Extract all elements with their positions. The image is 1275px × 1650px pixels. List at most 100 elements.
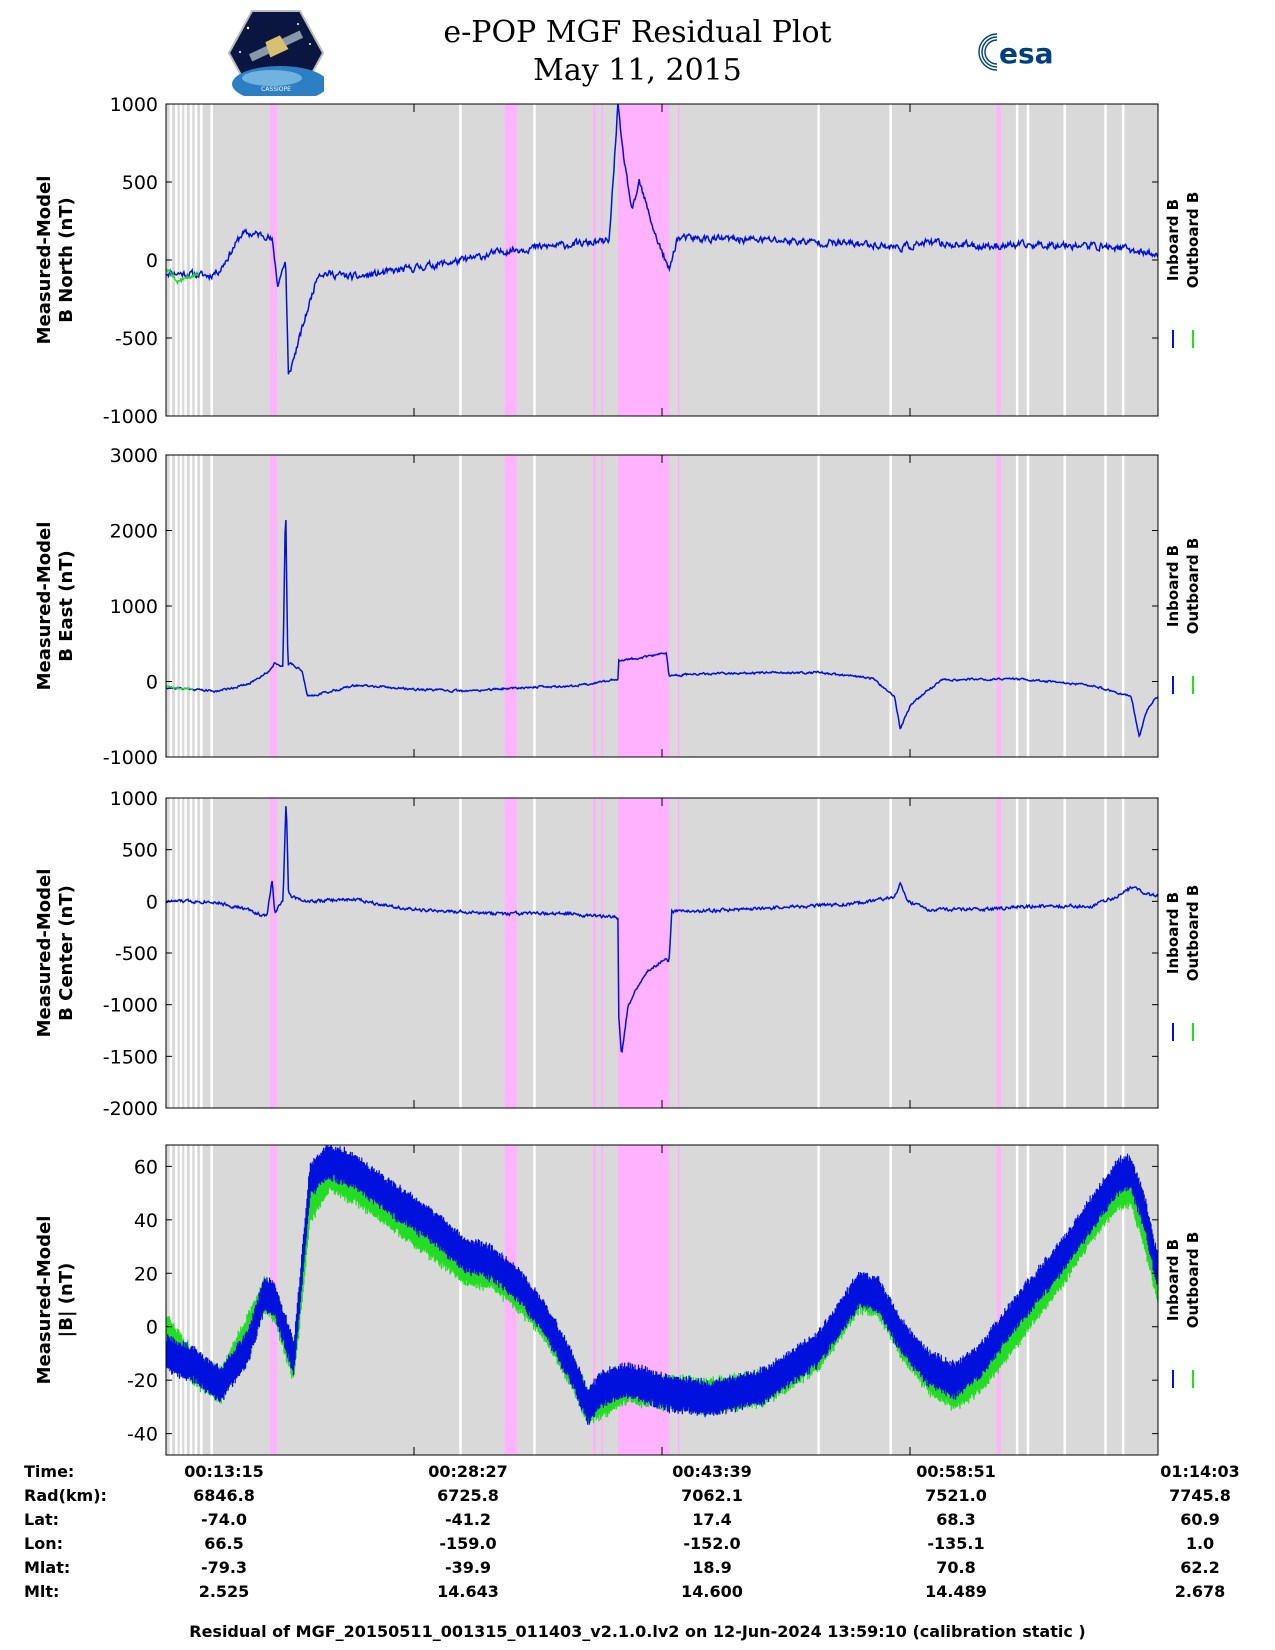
info-value: 7062.1 <box>681 1486 743 1505</box>
y-axis-label-line: Measured-Model <box>34 1216 55 1385</box>
legend-label-inboard: Inboard B <box>1164 892 1182 974</box>
info-value: 62.2 <box>1180 1558 1220 1577</box>
highlight-band <box>601 798 604 1108</box>
highlight-band <box>677 455 680 757</box>
y-tick-label: -1000 <box>103 406 158 428</box>
info-value: 2.678 <box>1174 1582 1226 1601</box>
y-axis-label: Measured-Model|B| (nT) <box>34 1216 77 1385</box>
plot-title: e-POP MGF Residual Plot <box>443 15 832 50</box>
y-tick-label: -500 <box>115 943 158 965</box>
legend-label-outboard: Outboard B <box>1184 538 1202 635</box>
info-value: -79.3 <box>200 1558 248 1577</box>
info-row-label: Mlat: <box>24 1558 71 1577</box>
panel-b-magnitude: -40 -20 0 20 40 60 Measured-Model|B| (nT) Inboa… <box>34 1144 1202 1456</box>
plot-title-block: e-POP MGF Residual Plot May 11, 2015 <box>0 14 1275 90</box>
info-row-label: Time: <box>24 1462 75 1481</box>
info-value: 14.643 <box>437 1582 499 1601</box>
info-row-label: Lon: <box>24 1534 63 1553</box>
y-tick-label: 3000 <box>110 445 158 467</box>
info-value: 60.9 <box>1180 1510 1220 1529</box>
legend-label-outboard: Outboard B <box>1184 192 1202 289</box>
info-row: Mlat: -79.3 -39.9 18.9 70.8 62.2 <box>0 1558 1275 1582</box>
y-axis-label: Measured-ModelB Center (nT) <box>34 869 77 1038</box>
series-inboard-b <box>166 104 1158 375</box>
plot-date: May 11, 2015 <box>533 53 742 88</box>
info-value: 68.3 <box>936 1510 976 1529</box>
series-group <box>166 104 1158 375</box>
y-tick-label: -1500 <box>103 1046 158 1068</box>
highlight-band <box>617 104 670 416</box>
y-tick-label: 500 <box>122 172 158 194</box>
highlight-band <box>996 455 1001 757</box>
info-value: 00:58:51 <box>916 1462 996 1481</box>
highlight-band <box>617 455 670 757</box>
info-value: -135.1 <box>927 1534 985 1553</box>
y-tick-label: 1000 <box>110 94 158 116</box>
info-value: 01:14:03 <box>1160 1462 1240 1481</box>
y-axis-label-line: Measured-Model <box>34 176 55 345</box>
y-axis-label: Measured-ModelB East (nT) <box>34 522 77 691</box>
y-axis-label: Measured-ModelB North (nT) <box>34 176 77 345</box>
highlight-band <box>677 1145 680 1455</box>
highlight-band <box>504 104 517 416</box>
legend-label-inboard: Inboard B <box>1164 1239 1182 1321</box>
y-tick-label: -1000 <box>103 995 158 1017</box>
y-tick-label: 0 <box>146 891 158 913</box>
highlight-band <box>677 104 680 416</box>
legend-label-outboard: Outboard B <box>1184 1232 1202 1329</box>
info-value: 00:13:15 <box>184 1462 264 1481</box>
series-outboard-b <box>166 268 200 286</box>
highlight-band <box>996 1145 1001 1455</box>
y-tick-label: -500 <box>115 328 158 350</box>
y-tick-label: 40 <box>134 1210 158 1232</box>
highlight-band <box>269 104 277 416</box>
series-inboard-b <box>166 1145 1158 1425</box>
y-axis-label-line: B East (nT) <box>56 550 77 662</box>
y-tick-label: 500 <box>122 840 158 862</box>
info-value: -159.0 <box>439 1534 497 1553</box>
series-group <box>166 519 1158 738</box>
info-value: -39.9 <box>444 1558 492 1577</box>
highlight-band <box>601 104 604 416</box>
highlight-band <box>677 798 680 1108</box>
info-value: 6846.8 <box>193 1486 255 1505</box>
y-tick-label: 1000 <box>110 596 158 618</box>
y-axis-label-line: B Center (nT) <box>56 885 77 1021</box>
svg-text:esa: esa <box>999 37 1054 70</box>
highlight-band <box>996 104 1001 416</box>
info-value: 70.8 <box>936 1558 976 1577</box>
highlight-band <box>592 798 596 1108</box>
info-row: Lon: 66.5 -159.0 -152.0 -135.1 1.0 <box>0 1534 1275 1558</box>
info-value: 6725.8 <box>437 1486 499 1505</box>
highlight-band <box>592 1145 596 1455</box>
panel-b-north: -1000 -500 0 500 1000 Measured-ModelB North (… <box>34 94 1202 428</box>
info-value: 14.600 <box>681 1582 743 1601</box>
info-value: 17.4 <box>692 1510 732 1529</box>
info-value: 14.489 <box>925 1582 987 1601</box>
highlight-band <box>601 455 604 757</box>
info-value: 00:43:39 <box>672 1462 752 1481</box>
highlight-band <box>617 798 670 1108</box>
series-inboard-b <box>166 806 1158 1053</box>
y-tick-label: -20 <box>127 1370 158 1392</box>
y-tick-label: 0 <box>146 672 158 694</box>
orbit-info-table: Time: 00:13:15 00:28:27 00:43:39 00:58:51 01:… <box>0 1462 1275 1606</box>
info-value: 18.9 <box>692 1558 732 1577</box>
y-axis-label-line: Measured-Model <box>34 869 55 1038</box>
highlight-band <box>592 455 596 757</box>
info-row: Mlt: 2.525 14.643 14.600 14.489 2.678 <box>0 1582 1275 1606</box>
info-value: 2.525 <box>198 1582 250 1601</box>
info-row: Lat: -74.0 -41.2 17.4 68.3 60.9 <box>0 1510 1275 1534</box>
info-row-label: Mlt: <box>24 1582 60 1601</box>
highlight-band <box>504 455 517 757</box>
highlight-band <box>592 104 596 416</box>
y-tick-label: 2000 <box>110 521 158 543</box>
info-row-label: Lat: <box>24 1510 60 1529</box>
info-row: Rad(km): 6846.8 6725.8 7062.1 7521.0 7745.8 <box>0 1486 1275 1510</box>
y-axis-label-line: Measured-Model <box>34 522 55 691</box>
svg-text:CASSIOPE: CASSIOPE <box>261 86 291 93</box>
series-group <box>166 806 1158 1053</box>
cassiope-logo: CASSIOPE <box>228 10 324 96</box>
series-outboard-b <box>166 685 194 691</box>
info-value: 66.5 <box>204 1534 244 1553</box>
